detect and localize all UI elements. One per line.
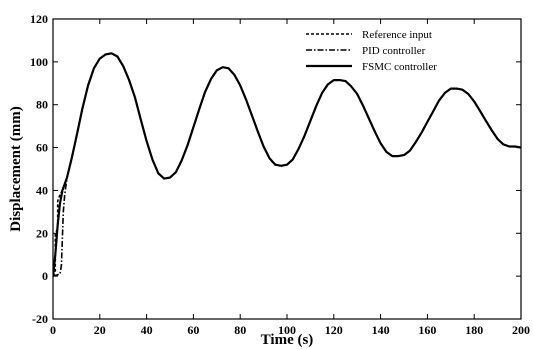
x-tick-label: 120 bbox=[325, 323, 343, 337]
legend-label-1: PID controller bbox=[362, 45, 426, 57]
series-layer bbox=[53, 52, 521, 277]
legend: Reference input PID controller FSMC contro… bbox=[306, 29, 437, 73]
y-tick-label: 80 bbox=[36, 98, 48, 112]
y-tick-label: 60 bbox=[36, 141, 48, 155]
x-tick-label: 80 bbox=[234, 323, 246, 337]
x-tick-label: 60 bbox=[187, 323, 199, 337]
y-axis-title: Displacement (mm) bbox=[8, 106, 24, 231]
x-tick-label: 40 bbox=[141, 323, 153, 337]
y-tick-label: 100 bbox=[30, 55, 48, 69]
x-axis-title: Time (s) bbox=[261, 332, 314, 348]
legend-label-2: FSMC controller bbox=[362, 61, 437, 73]
x-tick-label: 160 bbox=[418, 323, 436, 337]
y-tick-label: 0 bbox=[42, 269, 48, 283]
ticks-layer: 0 20 40 60 80 100 120 140 160 180 200-200204060801… bbox=[30, 12, 530, 337]
x-tick-label: 100 bbox=[278, 323, 296, 337]
y-tick-label: -20 bbox=[32, 312, 48, 326]
y-tick-label: 120 bbox=[30, 12, 48, 26]
x-tick-label: 140 bbox=[372, 323, 390, 337]
x-tick-label: 200 bbox=[512, 323, 530, 337]
x-tick-label: 180 bbox=[465, 323, 483, 337]
legend-label-0: Reference input bbox=[362, 29, 432, 41]
x-tick-label: 0 bbox=[50, 323, 56, 337]
y-tick-label: 40 bbox=[36, 183, 48, 197]
y-tick-label: 20 bbox=[36, 226, 48, 240]
x-tick-label: 20 bbox=[94, 323, 106, 337]
series-line-2 bbox=[53, 52, 521, 277]
